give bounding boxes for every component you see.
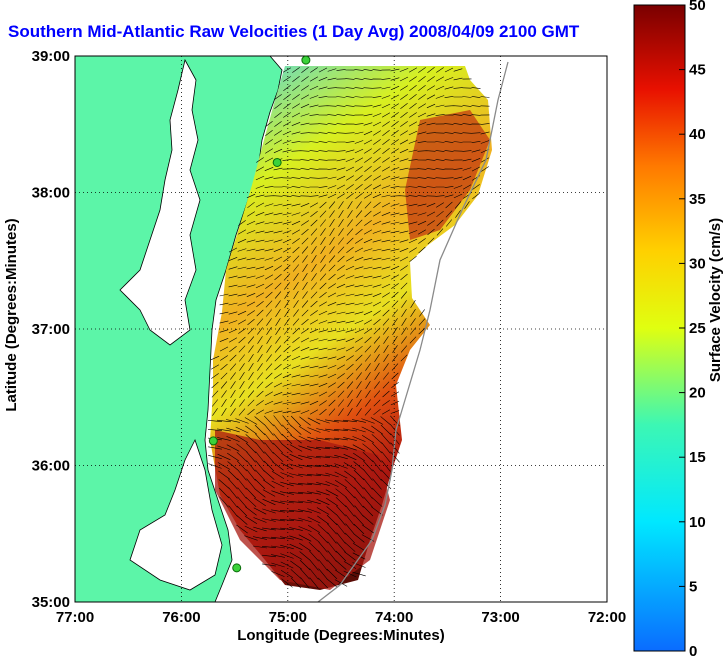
x-tick-label: 76:00 <box>162 609 200 626</box>
x-tick-label: 74:00 <box>375 609 413 626</box>
map-title: Southern Mid-Atlantic Raw Velocities (1 … <box>8 22 580 41</box>
colorbar-tick-label: 20 <box>689 385 706 402</box>
radar-station-marker <box>301 55 311 65</box>
y-tick-label: 35:00 <box>32 594 70 611</box>
y-tick-label: 38:00 <box>32 185 70 202</box>
colorbar-tick-label: 25 <box>689 320 706 337</box>
velocity-core-south <box>215 430 390 590</box>
radar-station-marker <box>232 563 242 573</box>
colorbar-tick-label: 10 <box>689 514 706 531</box>
grid-lines <box>75 56 607 602</box>
radar-station-marker <box>208 436 218 446</box>
x-tick-label: 75:00 <box>269 609 307 626</box>
chesapeake-bay <box>119 58 201 346</box>
x-axis-label: Longitude (Degrees:Minutes) <box>237 627 445 644</box>
y-tick-label: 36:00 <box>32 458 70 475</box>
colorbar-tick-label: 40 <box>689 126 706 143</box>
x-tick-label: 77:00 <box>56 609 94 626</box>
colorbar-tick-label: 50 <box>689 0 706 14</box>
x-tick-label: 72:00 <box>588 609 626 626</box>
colorbar-label: Surface Velocity (cm/s) <box>707 218 724 382</box>
colorbar-tick-label: 45 <box>689 62 706 79</box>
y-tick-label: 37:00 <box>32 321 70 338</box>
y-tick-label: 39:00 <box>32 48 70 65</box>
radar-station-marker <box>272 157 282 167</box>
radar-stations <box>208 55 311 573</box>
colorbar-tick-label: 30 <box>689 255 706 272</box>
vector-arrows <box>207 67 490 589</box>
colorbar-tick-label: 35 <box>689 191 706 208</box>
velocity-vectors <box>207 67 490 589</box>
x-tick-label: 73:00 <box>481 609 519 626</box>
isobath-line <box>317 61 509 602</box>
colorbar-tick-label: 0 <box>689 643 697 659</box>
x-tick-labels: 77:00 76:00 75:00 74:00 73:00 72:00 <box>56 609 626 626</box>
y-axis-label: Latitude (Degrees:Minutes) <box>3 218 20 411</box>
velocity-core-north <box>405 110 490 240</box>
pamlico-sound <box>129 438 223 591</box>
colorbar <box>633 4 686 652</box>
colorbar-tick-label: 5 <box>689 578 697 595</box>
y-tick-labels: 39:00 38:00 37:00 36:00 35:00 <box>32 48 70 611</box>
colorbar-tick-label: 15 <box>689 449 706 466</box>
